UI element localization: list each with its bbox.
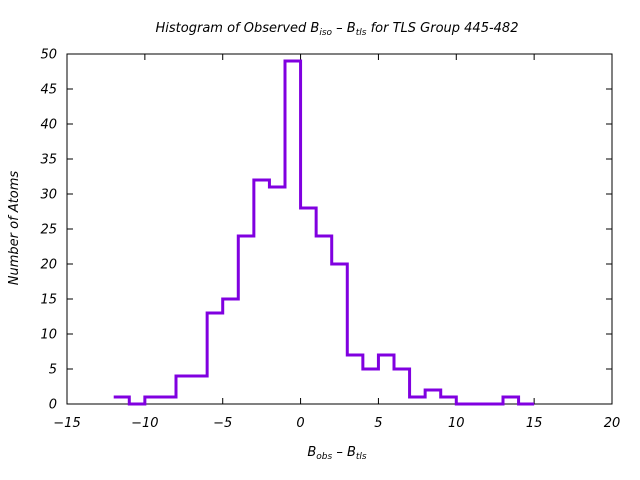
x-axis-label-mid: – B	[332, 445, 356, 460]
chart-title-mid: – B	[332, 21, 356, 36]
chart-title-suffix: for TLS Group 445-482	[366, 21, 518, 36]
y-tick-label: 10	[40, 328, 57, 343]
x-axis-label-sub-obs: obs	[316, 452, 332, 462]
x-axis-label-sub-tls: tls	[356, 452, 367, 462]
x-tick-label: 0	[296, 416, 304, 431]
x-tick-label: −15	[53, 416, 80, 431]
x-tick-label: 15	[526, 416, 543, 431]
chart-title-prefix: Histogram of Observed B	[156, 21, 320, 36]
y-tick-label: 0	[49, 398, 57, 413]
y-tick-label: 20	[40, 258, 57, 273]
y-tick-label: 45	[40, 83, 57, 98]
y-tick-label: 50	[40, 48, 57, 63]
x-tick-label: 5	[374, 416, 382, 431]
plot-frame	[66, 53, 613, 405]
histogram-bins	[114, 61, 534, 404]
chart-title: Histogram of Observed Biso – Btls for TL…	[156, 21, 519, 38]
x-tick-label: 20	[604, 416, 621, 431]
histogram-series-line	[113, 59, 535, 406]
y-tick-label: 15	[40, 293, 57, 308]
x-axis-label: Bobs – Btls	[307, 445, 367, 462]
y-tick-label: 30	[40, 188, 57, 203]
y-axis-label: Number of Atoms	[7, 171, 22, 286]
x-tick-label: −10	[131, 416, 158, 431]
chart-title-sub-tls: tls	[356, 28, 367, 38]
y-axis: 0 5 10 15 20 25 30 35 40 45 50	[40, 48, 612, 413]
chart-title-sub-iso: iso	[319, 28, 332, 38]
x-axis: −15 −10 −5 0 5 10 15 20	[53, 54, 620, 431]
x-tick-label: −5	[213, 416, 232, 431]
y-tick-label: 40	[40, 118, 57, 133]
x-axis-label-main: B	[307, 445, 316, 460]
y-tick-label: 25	[40, 223, 57, 238]
y-tick-label: 5	[49, 363, 57, 378]
x-tick-label: 10	[448, 416, 465, 431]
y-tick-label: 35	[40, 153, 57, 168]
